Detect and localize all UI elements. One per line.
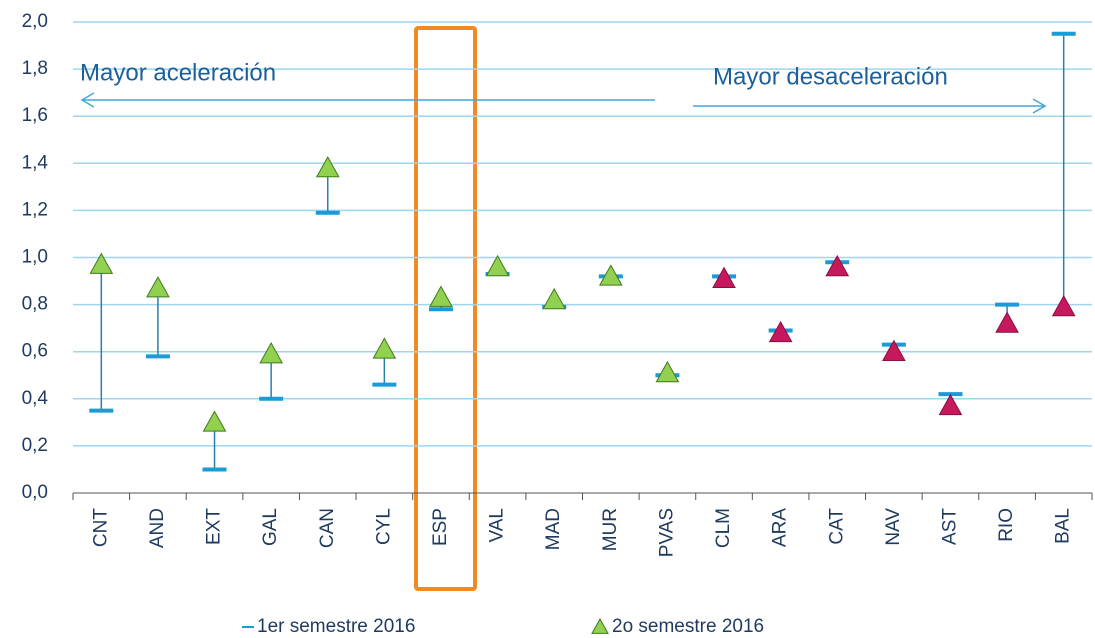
x-tick-label: CLM: [713, 508, 734, 548]
arrow-head: [1032, 98, 1047, 114]
x-tick-label: GAL: [260, 508, 281, 546]
triangle-marker: [598, 264, 623, 286]
x-tick-label: AST: [939, 508, 960, 545]
x-tick-label: VAL: [487, 508, 508, 543]
triangle-marker: [1051, 294, 1076, 317]
triangle-marker: [655, 360, 680, 383]
legend-label: 1er semestre 2016: [257, 616, 415, 637]
x-tick-label: ARA: [770, 508, 791, 547]
triangle-marker: [259, 342, 283, 364]
legend-label: 2o semestre 2016: [612, 616, 764, 637]
annotation: Mayor aceleración: [80, 59, 276, 86]
y-tick-label: 1,2: [22, 199, 48, 220]
triangle-marker: [938, 393, 963, 416]
triangle-marker: [768, 320, 793, 343]
triangle-marker: [146, 276, 170, 298]
y-tick-label: 1,0: [22, 247, 48, 268]
triangle-marker: [712, 266, 736, 288]
x-tick-label: NAV: [883, 508, 904, 546]
x-tick-label: EXT: [204, 508, 225, 545]
highlight-box: [414, 26, 477, 591]
y-tick-label: 1,4: [22, 152, 49, 173]
x-tick-label: BAL: [1053, 508, 1074, 544]
x-tick-label: RIO: [996, 508, 1017, 542]
x-tick-label: CAN: [317, 508, 338, 548]
x-tick-label: CNT: [90, 508, 111, 547]
triangle-marker: [315, 155, 340, 178]
y-tick-label: 0,4: [22, 388, 49, 409]
x-tick-label: MUR: [600, 508, 621, 551]
triangle-marker: [372, 337, 397, 359]
y-tick-label: 0,8: [22, 294, 48, 315]
arrow-head: [80, 92, 95, 108]
triangle-marker: [429, 285, 453, 307]
y-tick-label: 1,8: [22, 58, 48, 79]
x-tick-label: ESP: [430, 508, 451, 546]
triangle-marker: [89, 252, 114, 274]
legend-marker: [591, 617, 609, 634]
x-tick-label: MAD: [543, 508, 564, 550]
y-tick-label: 1,6: [22, 105, 48, 126]
x-tick-label: AND: [147, 508, 168, 548]
x-tick-label: CAT: [826, 508, 847, 545]
triangle-marker: [825, 254, 850, 277]
triangle-marker: [485, 254, 510, 277]
triangle-marker: [202, 410, 227, 432]
y-tick-label: 0,6: [22, 341, 48, 362]
triangle-marker: [882, 339, 906, 361]
triangle-marker: [542, 287, 567, 310]
triangle-marker: [995, 311, 1019, 333]
annotation: Mayor desaceleración: [713, 63, 948, 90]
x-tick-label: PVAS: [656, 508, 677, 557]
y-tick-label: 0,0: [22, 482, 48, 503]
y-tick-label: 0,2: [22, 435, 48, 456]
y-tick-label: 2,0: [22, 11, 48, 32]
x-tick-label: CYL: [373, 508, 394, 545]
